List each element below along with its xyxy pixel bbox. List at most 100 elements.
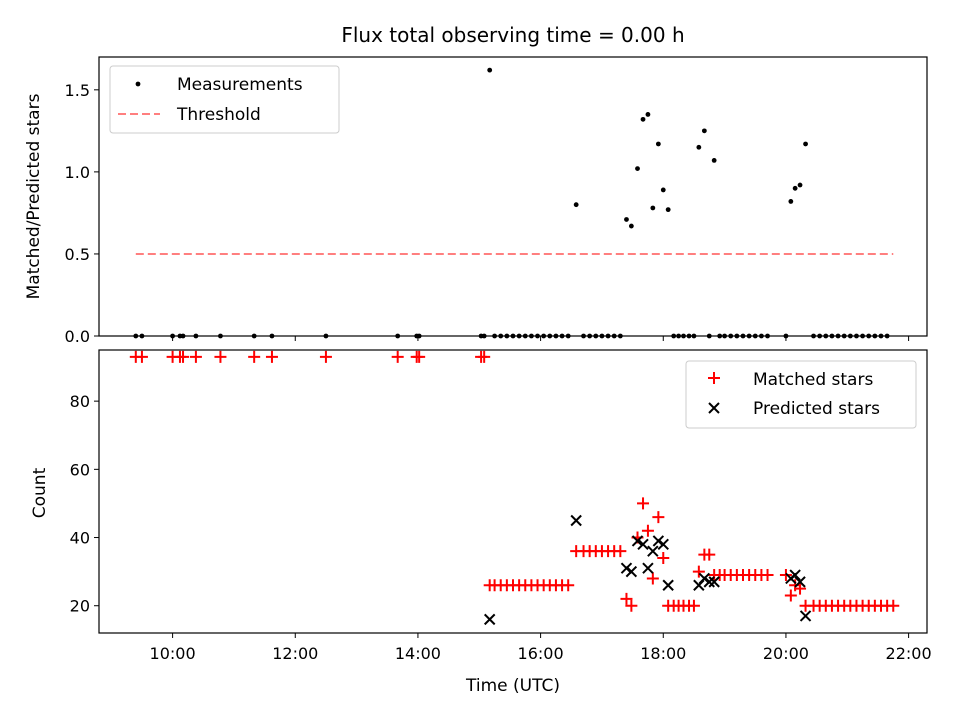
- top-plot-frame: [98, 56, 928, 337]
- matched-star-point: [652, 511, 665, 524]
- predicted-star-point: [620, 562, 633, 574]
- predicted-star-point: [799, 610, 812, 622]
- x-tick-label: 20:00: [763, 644, 809, 663]
- predicted-star-point: [698, 572, 711, 585]
- matched-star-point: [614, 545, 627, 558]
- predicted-star-point: [789, 569, 801, 581]
- x-axis-label: Time (UTC): [465, 676, 560, 696]
- bottom-panel: 20 40 60 80 10:00 12:00 14:00 16:00 18:00 20:00 2…: [30, 349, 932, 696]
- top-legend-box: [109, 65, 340, 134]
- bottom-x-ticks: 10:00 12:00 14:00 16:00 18:00 20:00 22:00: [150, 633, 932, 663]
- top-legend: Measurements Threshold: [109, 65, 340, 134]
- x-tick-label: 14:00: [395, 644, 441, 663]
- matched-star-point: [189, 350, 202, 363]
- matched-star-point: [794, 582, 807, 595]
- x-tick-label: 22:00: [886, 644, 932, 663]
- legend-matched-marker: [708, 372, 720, 384]
- matched-star-point: [703, 548, 716, 561]
- matched-star-point: [779, 569, 792, 582]
- matched-star-point: [620, 592, 633, 605]
- top-y-tick-label: 1.0: [65, 163, 90, 182]
- predicted-star-point: [625, 565, 638, 578]
- matched-star-point: [887, 599, 900, 612]
- legend-threshold-label: Threshold: [176, 105, 261, 125]
- matched-star-point: [641, 524, 654, 537]
- matched-star-point: [657, 551, 670, 564]
- bottom-plot-marks: [129, 350, 900, 626]
- predicted-star-point: [662, 579, 674, 591]
- measurement-point: [696, 144, 702, 150]
- measurement-point: [650, 205, 656, 211]
- measurement-point: [624, 217, 629, 222]
- top-x-ticks: [172, 336, 910, 341]
- matched-star-point: [625, 599, 638, 612]
- chart-title: Flux total observing time = 0.00 h: [341, 23, 684, 47]
- legend-predicted-label: Predicted stars: [753, 399, 880, 419]
- predicted-star-point: [647, 545, 659, 557]
- matched-star-point: [637, 497, 650, 510]
- matched-star-point: [177, 350, 190, 363]
- measurement-point: [711, 157, 717, 163]
- x-tick-label: 12:00: [272, 644, 318, 663]
- bottom-legend-box: [685, 360, 917, 429]
- measurement-point: [792, 185, 798, 191]
- measurement-point: [645, 112, 651, 117]
- matched-star-point: [319, 350, 332, 363]
- matched-star-point: [135, 350, 148, 363]
- measurement-point: [665, 207, 671, 213]
- matched-star-point: [478, 350, 491, 363]
- measurement-point: [788, 199, 794, 204]
- matched-star-point: [265, 350, 278, 363]
- legend-matched-label: Matched stars: [753, 370, 873, 390]
- top-y-tick-label: 0.0: [65, 327, 90, 346]
- predicted-star-point: [483, 613, 496, 626]
- measurement-point: [701, 128, 707, 134]
- measurement-point: [573, 202, 579, 208]
- matched-star-point: [413, 350, 426, 363]
- matched-star-point: [761, 569, 774, 582]
- legend-predicted-marker: [708, 402, 720, 414]
- top-y-tick-label: 0.5: [65, 245, 90, 264]
- x-tick-label: 18:00: [640, 644, 686, 663]
- predicted-star-point: [703, 576, 715, 588]
- predicted-star-point: [652, 535, 665, 547]
- predicted-star-point: [631, 535, 644, 547]
- legend-measurements-marker: [135, 81, 141, 87]
- predicted-star-point: [657, 538, 669, 551]
- measurement-point: [655, 141, 661, 147]
- matched-star-point: [692, 565, 705, 578]
- top-panel: 0.0 0.5 1.0 1.5 Matched/Predicted stars Mea…: [24, 56, 928, 346]
- legend-measurements-label: Measurements: [177, 75, 303, 95]
- matched-star-point: [646, 572, 659, 585]
- predicted-star-point: [637, 538, 649, 551]
- measurement-point: [660, 187, 666, 193]
- bottom-plot-frame: [98, 349, 928, 634]
- predicted-star-point: [708, 576, 720, 588]
- bottom-y-tick-label: 40: [70, 529, 90, 548]
- measurement-point: [487, 67, 493, 73]
- predicted-star-point: [794, 576, 806, 588]
- x-tick-label: 10:00: [150, 644, 196, 663]
- matched-star-point: [562, 579, 575, 592]
- bottom-y-tick-label: 60: [70, 460, 90, 479]
- matched-star-point: [248, 350, 261, 363]
- top-y-ticks: 0.0 0.5 1.0 1.5: [65, 81, 99, 346]
- top-y-tick-label: 1.5: [65, 81, 90, 100]
- measurement-point: [797, 182, 803, 188]
- measurement-point: [628, 223, 634, 229]
- matched-star-point: [784, 589, 797, 602]
- measurement-point: [635, 166, 640, 172]
- matched-star-point: [687, 599, 700, 612]
- bottom-y-axis-label: Count: [30, 467, 50, 518]
- bottom-y-ticks: 20 40 60 80: [70, 392, 99, 616]
- top-y-axis-label: Matched/Predicted stars: [24, 93, 44, 299]
- predicted-star-point: [642, 562, 654, 574]
- predicted-star-point: [570, 514, 582, 527]
- measurement-point: [803, 141, 808, 147]
- bottom-legend: Matched stars Predicted stars: [685, 360, 917, 429]
- bottom-y-tick-label: 20: [70, 597, 90, 616]
- matched-star-point: [391, 350, 404, 363]
- matched-star-point: [214, 350, 227, 363]
- bottom-y-tick-label: 80: [70, 392, 90, 411]
- measurement-point: [640, 116, 646, 122]
